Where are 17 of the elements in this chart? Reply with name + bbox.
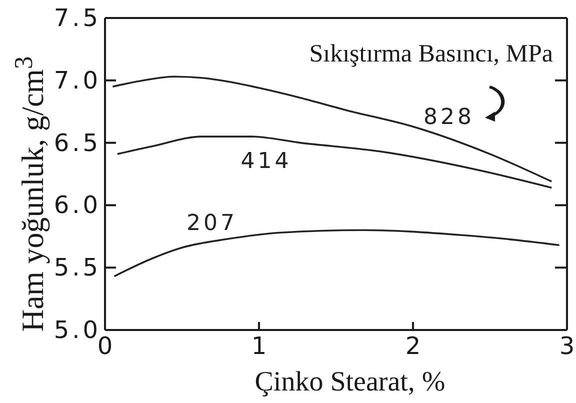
x-axis-title: Çinko Stearat, % [254, 366, 446, 398]
y-tick-label: 7.0 [54, 66, 101, 94]
series-label: 414 [240, 149, 292, 174]
line-series [116, 136, 552, 189]
x-tick-label: 1 [251, 332, 270, 360]
y-tick-label: 6.0 [54, 191, 101, 220]
y-tick-label: 6.5 [54, 128, 101, 157]
y-tick-label: 5.5 [54, 254, 101, 282]
line-series [113, 229, 560, 278]
x-tick-label: 2 [405, 332, 424, 360]
legend-label: 828 [424, 105, 474, 130]
x-tick-label: 3 [559, 332, 576, 360]
x-tick-label: 0 [97, 332, 116, 360]
legend-title: Sıkıştırma Basıncı, MPa [309, 40, 553, 68]
series-label: 207 [186, 211, 238, 236]
line-series [112, 76, 552, 182]
y-tick-label: 7.5 [54, 4, 101, 32]
